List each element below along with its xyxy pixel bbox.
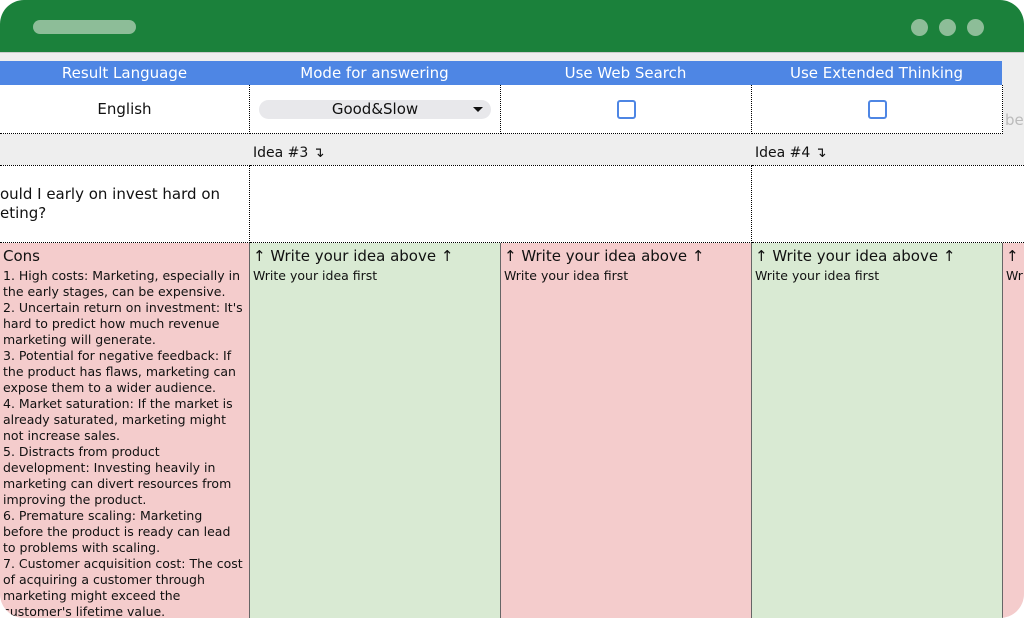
language-cell[interactable]: English — [0, 85, 250, 134]
idea-3-input[interactable] — [250, 165, 752, 243]
idea-3-label: Idea #3 ↴ — [253, 145, 325, 161]
extended-thinking-checkbox[interactable] — [867, 99, 887, 119]
placeholder-title: ↑ Write your idea above ↑ — [755, 247, 956, 265]
placeholder-title-partial: ↑ — [1006, 247, 1019, 265]
placeholder-title: ↑ Write your idea above ↑ — [253, 247, 454, 265]
mode-value: Good&Slow — [331, 99, 419, 118]
caret-down-icon — [473, 106, 483, 112]
window-control-dot[interactable] — [911, 19, 928, 36]
title-bar — [0, 0, 1024, 52]
cons-cell: Cons 1. High costs: Marketing, especiall… — [0, 243, 250, 618]
idea-input-cell[interactable]: ould I early on invest hard on eting? — [0, 165, 250, 243]
overflow-text: be — [1005, 111, 1024, 129]
language-value: English — [97, 100, 152, 118]
header-extended-thinking: Use Extended Thinking — [751, 61, 1002, 85]
question-line-2: eting? — [0, 204, 47, 222]
title-placeholder — [33, 20, 136, 34]
placeholder-title: ↑ Write your idea above ↑ — [504, 247, 705, 265]
question-line-1: ould I early on invest hard on — [0, 185, 221, 203]
web-search-cell — [501, 85, 752, 134]
header-mode: Mode for answering — [249, 61, 500, 85]
idea-4-input[interactable] — [752, 165, 1024, 243]
idea-3-pros-cell: ↑ Write your idea above ↑ Write your ide… — [250, 243, 501, 618]
header-web-search: Use Web Search — [500, 61, 751, 85]
idea-4-cons-cell: ↑ Wr — [1003, 243, 1024, 618]
cons-body: 1. High costs: Marketing, especially in … — [3, 268, 243, 618]
placeholder-body: Write your idea first — [755, 268, 880, 283]
mode-cell: Good&Slow — [250, 85, 501, 134]
web-search-checkbox[interactable] — [616, 99, 636, 119]
placeholder-body-partial: Wr — [1006, 268, 1023, 283]
mode-dropdown[interactable]: Good&Slow — [259, 99, 491, 119]
window-control-dot[interactable] — [967, 19, 984, 36]
header-result-language: Result Language — [0, 61, 249, 85]
placeholder-body: Write your idea first — [504, 268, 629, 283]
cons-title: Cons — [3, 247, 40, 265]
idea-3-cons-cell: ↑ Write your idea above ↑ Write your ide… — [501, 243, 752, 618]
idea-4-pros-cell: ↑ Write your idea above ↑ Write your ide… — [752, 243, 1003, 618]
extended-thinking-cell — [752, 85, 1003, 134]
idea-4-label: Idea #4 ↴ — [755, 145, 827, 161]
placeholder-body: Write your idea first — [253, 268, 378, 283]
window-control-dot[interactable] — [939, 19, 956, 36]
